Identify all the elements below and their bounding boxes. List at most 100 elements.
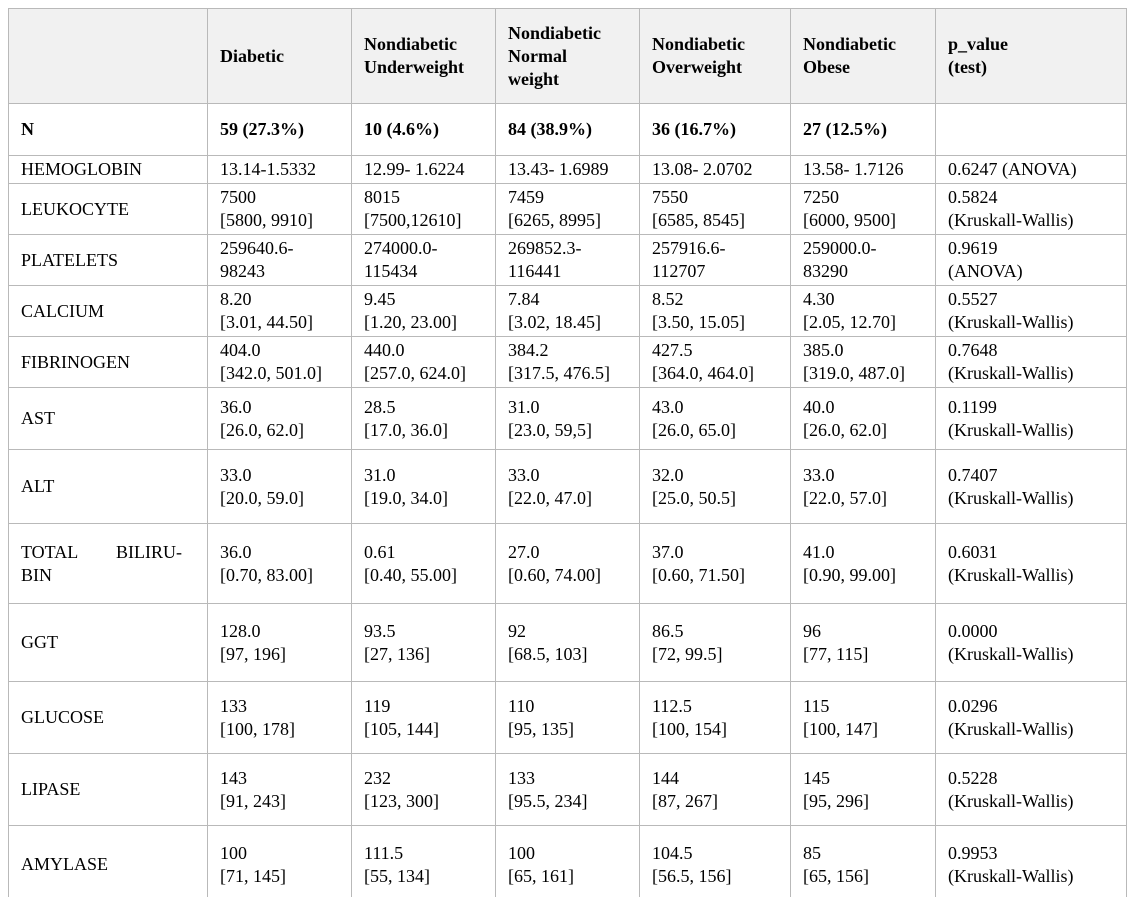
table-cell: 33.0 [22.0, 47.0] [495,449,640,524]
row-label: HEMOGLOBIN [8,155,208,184]
table-cell: 269852.3- 116441 [495,234,640,286]
table-cell: 4.30 [2.05, 12.70] [790,285,936,337]
table-cell: 257916.6- 112707 [639,234,791,286]
row-label: GLUCOSE [8,681,208,754]
table-cell: 8.52 [3.50, 15.05] [639,285,791,337]
table-row: LIPASE 143 [91, 243] 232 [123, 300] 133 [95… [8,753,1127,826]
table-row: GGT 128.0 [97, 196] 93.5 [27, 136] 92 [68.5… [8,603,1127,682]
table-cell: 0.9619 (ANOVA) [935,234,1127,286]
table-cell: 13.08- 2.0702 [639,155,791,184]
table-cell: 0.5527 (Kruskall-Wallis) [935,285,1127,337]
table-cell: 110 [95, 135] [495,681,640,754]
table-cell: 28.5 [17.0, 36.0] [351,387,496,450]
table-row: AMYLASE 100 [71, 145] 111.5 [55, 134] 100 [… [8,825,1127,897]
table-cell: 259000.0- 83290 [790,234,936,286]
row-label: GGT [8,603,208,682]
table-cell: 7550 [6585, 8545] [639,183,791,235]
table-row: HEMOGLOBIN 13.14-1.5332 12.99- 1.6224 13.43… [8,155,1127,184]
table-cell: 144 [87, 267] [639,753,791,826]
corner-header-cell [8,8,208,104]
row-label: AMYLASE [8,825,208,897]
table-row: N 59 (27.3%) 10 (4.6%) 84 (38.9%) 36 (16.7%)… [8,103,1127,156]
row-label: LIPASE [8,753,208,826]
table-row: FIBRINOGEN 404.0 [342.0, 501.0] 440.0 [257… [8,336,1127,388]
table-cell: 85 [65, 156] [790,825,936,897]
row-label: PLATELETS [8,234,208,286]
table-cell: 104.5 [56.5, 156] [639,825,791,897]
table-cell: 0.9953 (Kruskall-Wallis) [935,825,1127,897]
column-header: Nondiabetic Underweight [351,8,496,104]
table-cell: 93.5 [27, 136] [351,603,496,682]
table-row: TOTAL BILIRU- BIN 36.0 [0.70, 83.00] 0.61 … [8,523,1127,604]
table-cell: 0.6031 (Kruskall-Wallis) [935,523,1127,604]
table-row: PLATELETS 259640.6- 98243 274000.0- 115434… [8,234,1127,286]
row-label: AST [8,387,208,450]
table-cell: 128.0 [97, 196] [207,603,352,682]
table-cell: 96 [77, 115] [790,603,936,682]
column-header: p_value (test) [935,8,1127,104]
table-cell: 33.0 [20.0, 59.0] [207,449,352,524]
table-cell: 37.0 [0.60, 71.50] [639,523,791,604]
table-cell: 13.14-1.5332 [207,155,352,184]
table-cell: 36 (16.7%) [639,103,791,156]
table-cell: 8.20 [3.01, 44.50] [207,285,352,337]
table-cell: 7.84 [3.02, 18.45] [495,285,640,337]
table-cell: 0.7407 (Kruskall-Wallis) [935,449,1127,524]
table-cell: 0.0296 (Kruskall-Wallis) [935,681,1127,754]
table-cell: 112.5 [100, 154] [639,681,791,754]
table-cell: 133 [95.5, 234] [495,753,640,826]
table-header-row: Diabetic Nondiabetic Underweight Nondiabet… [8,8,1127,104]
table-cell: 0.5824 (Kruskall-Wallis) [935,183,1127,235]
table-cell: 440.0 [257.0, 624.0] [351,336,496,388]
table-cell: 0.5228 (Kruskall-Wallis) [935,753,1127,826]
table-cell: 0.1199 (Kruskall-Wallis) [935,387,1127,450]
table-cell: 145 [95, 296] [790,753,936,826]
table-cell: 41.0 [0.90, 99.00] [790,523,936,604]
table-cell: 7459 [6265, 8995] [495,183,640,235]
table-cell: 84 (38.9%) [495,103,640,156]
table-cell: 31.0 [23.0, 59,5] [495,387,640,450]
table-cell: 0.7648 (Kruskall-Wallis) [935,336,1127,388]
table-cell: 8015 [7500,12610] [351,183,496,235]
row-label: N [8,103,208,156]
clinical-parameters-table: Diabetic Nondiabetic Underweight Nondiabet… [8,8,1127,897]
table-cell: 31.0 [19.0, 34.0] [351,449,496,524]
table-cell: 27 (12.5%) [790,103,936,156]
row-label: ALT [8,449,208,524]
table-cell: 111.5 [55, 134] [351,825,496,897]
table-cell: 12.99- 1.6224 [351,155,496,184]
table-cell: 36.0 [26.0, 62.0] [207,387,352,450]
table-cell: 43.0 [26.0, 65.0] [639,387,791,450]
table-cell: 13.43- 1.6989 [495,155,640,184]
table-cell: 27.0 [0.60, 74.00] [495,523,640,604]
table-cell: 427.5 [364.0, 464.0] [639,336,791,388]
table-row: GLUCOSE 133 [100, 178] 119 [105, 144] 110 [… [8,681,1127,754]
table-cell: 0.0000 (Kruskall-Wallis) [935,603,1127,682]
table-cell [935,103,1127,156]
table-row: AST 36.0 [26.0, 62.0] 28.5 [17.0, 36.0] 31.… [8,387,1127,450]
table-cell: 7500 [5800, 9910] [207,183,352,235]
table-cell: 86.5 [72, 99.5] [639,603,791,682]
column-header: Nondiabetic Obese [790,8,936,104]
table-cell: 40.0 [26.0, 62.0] [790,387,936,450]
table-row: CALCIUM 8.20 [3.01, 44.50] 9.45 [1.20, 23.… [8,285,1127,337]
table-cell: 274000.0- 115434 [351,234,496,286]
row-label: TOTAL BILIRU- BIN [8,523,208,604]
table-cell: 32.0 [25.0, 50.5] [639,449,791,524]
table-cell: 7250 [6000, 9500] [790,183,936,235]
table-cell: 100 [65, 161] [495,825,640,897]
table-row: ALT 33.0 [20.0, 59.0] 31.0 [19.0, 34.0] 33.… [8,449,1127,524]
table-cell: 92 [68.5, 103] [495,603,640,682]
table-cell: 36.0 [0.70, 83.00] [207,523,352,604]
row-label: LEUKOCYTE [8,183,208,235]
table-cell: 100 [71, 145] [207,825,352,897]
table-cell: 59 (27.3%) [207,103,352,156]
table-cell: 133 [100, 178] [207,681,352,754]
table-body: N 59 (27.3%) 10 (4.6%) 84 (38.9%) 36 (16.7%)… [8,103,1127,897]
table-cell: 13.58- 1.7126 [790,155,936,184]
column-header: Nondiabetic Overweight [639,8,791,104]
table-cell: 232 [123, 300] [351,753,496,826]
row-label: FIBRINOGEN [8,336,208,388]
table-cell: 10 (4.6%) [351,103,496,156]
